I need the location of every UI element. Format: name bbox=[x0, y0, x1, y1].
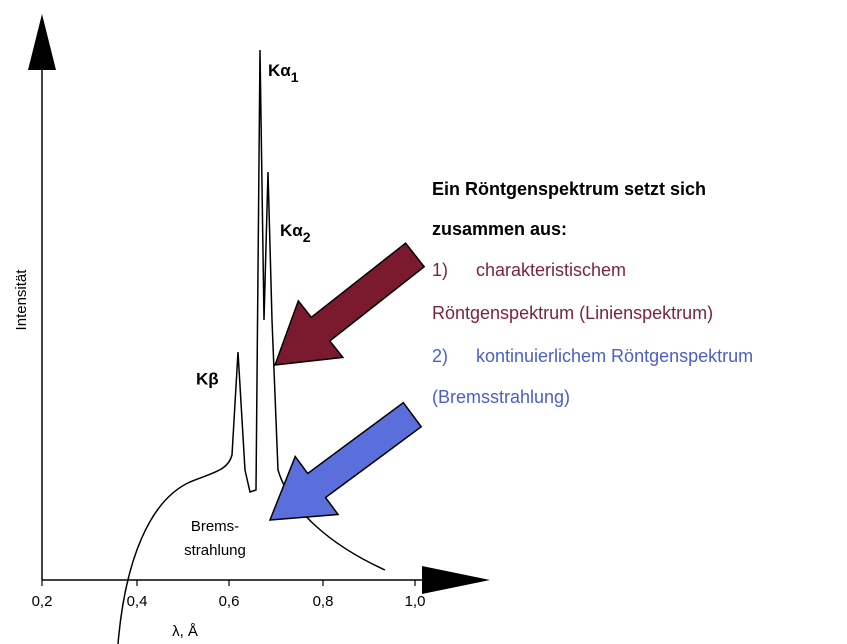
x-tick-label: 0,2 bbox=[32, 593, 53, 610]
peak-base: Kα bbox=[268, 61, 291, 80]
peak-label: Kα1 bbox=[268, 61, 299, 84]
spectrum-curve bbox=[117, 49, 386, 644]
item-text: Röntgenspektrum (Linienspektrum) bbox=[432, 303, 713, 323]
arrow-red bbox=[273, 242, 426, 366]
item-text: (Bremsstrahlung) bbox=[432, 387, 570, 407]
peak-base: Kα bbox=[280, 221, 303, 240]
peak-sub: 1 bbox=[291, 69, 299, 85]
peak-sub: 2 bbox=[303, 229, 311, 245]
heading: Ein Röntgenspektrum setzt sich bbox=[432, 179, 706, 199]
item-text: kontinuierlichem Röntgenspektrum bbox=[476, 346, 753, 366]
x-axis-arrow bbox=[422, 566, 490, 594]
x-tick-label: 0,4 bbox=[127, 593, 148, 610]
curve-label: Brems- bbox=[191, 518, 239, 535]
item-number: 1) bbox=[432, 260, 448, 280]
heading: zusammen aus: bbox=[432, 219, 567, 239]
item-number: 2) bbox=[432, 346, 448, 366]
item-text: charakteristischem bbox=[476, 260, 626, 280]
y-axis-label: Intensität bbox=[13, 269, 30, 331]
peak-label: Kβ bbox=[196, 369, 219, 388]
arrow-blue bbox=[268, 401, 423, 521]
x-tick-label: 1,0 bbox=[405, 593, 426, 610]
x-tick-label: 0,6 bbox=[219, 593, 240, 610]
curve-label: strahlung bbox=[184, 542, 246, 559]
peak-label: Kα2 bbox=[280, 221, 311, 244]
x-axis-label: λ, Å bbox=[172, 623, 198, 640]
y-axis-arrow bbox=[28, 14, 56, 70]
x-tick-label: 0,8 bbox=[313, 593, 334, 610]
